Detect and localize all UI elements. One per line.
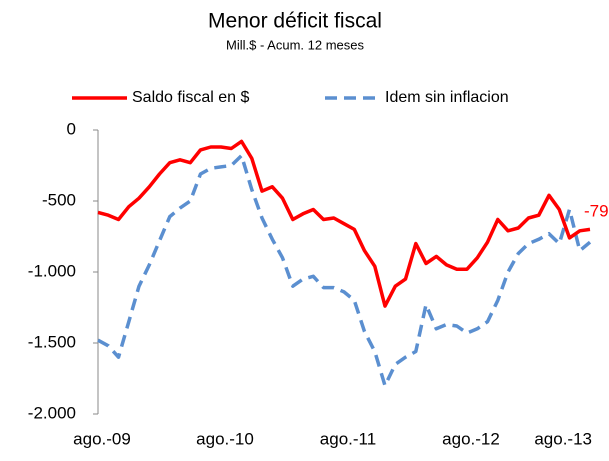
x-tick-label: ago.-10 [196, 429, 254, 448]
y-tick-label: -500 [42, 190, 76, 209]
y-tick-label: -1.500 [28, 332, 76, 351]
x-tick-label: ago.-11 [320, 429, 376, 448]
x-tick-label: ago.-13 [534, 429, 592, 448]
legend-label: Idem sin inflacion [385, 89, 509, 106]
x-tick-label: ago.-09 [73, 429, 131, 448]
annotation: -790 [584, 201, 609, 220]
series-line [97, 139, 591, 308]
chart-subtitle: Mill.$ - Acum. 12 meses [226, 37, 364, 52]
series-line [97, 153, 592, 388]
y-tick-label: 0 [67, 119, 76, 138]
x-tick-label: ago.-12 [442, 429, 500, 448]
chart-title: Menor déficit fiscal [208, 10, 382, 33]
legend-label: Saldo fiscal en $ [132, 89, 250, 106]
y-tick-label: -2.000 [28, 403, 76, 422]
y-tick-label: -1.000 [28, 261, 76, 280]
